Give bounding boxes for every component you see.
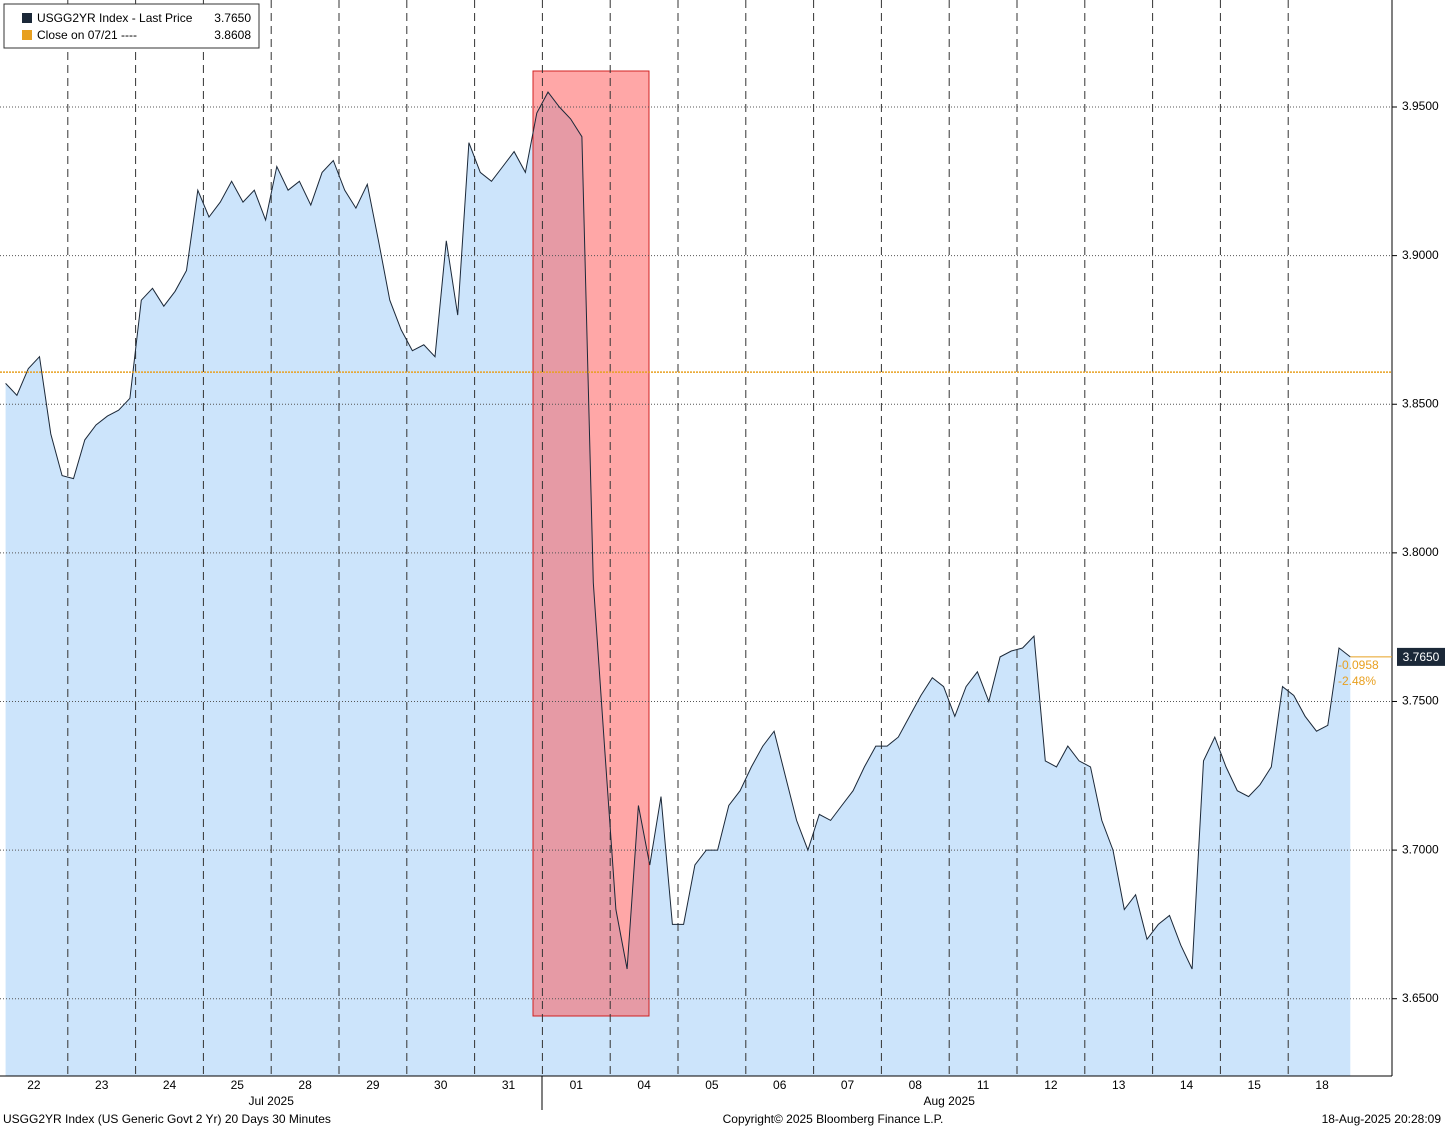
y-tick-label: 3.9500	[1402, 99, 1439, 113]
change-label: -0.0958	[1338, 658, 1379, 672]
x-tick-label: 25	[231, 1078, 245, 1092]
legend: USGG2YR Index - Last Price 3.7650 Close …	[3, 3, 260, 49]
legend-label: Close on 07/21 ----	[37, 28, 137, 42]
y-tick-label: 3.8000	[1402, 545, 1439, 559]
y-tick-label: 3.9000	[1402, 248, 1439, 262]
line	[5, 91, 1351, 970]
month-label: Aug 2025	[924, 1094, 976, 1108]
legend-swatch	[22, 13, 32, 23]
x-tick-label: 29	[366, 1078, 380, 1092]
x-tick-label: 23	[95, 1078, 109, 1092]
month-label: Jul 2025	[249, 1094, 295, 1108]
x-tick-label: 18	[1315, 1078, 1329, 1092]
x-tick-label: 06	[773, 1078, 787, 1092]
highlight-box	[532, 70, 650, 1017]
x-tick-label: 14	[1180, 1078, 1194, 1092]
x-tick-label: 13	[1112, 1078, 1126, 1092]
x-tick-label: 12	[1044, 1078, 1058, 1092]
y-tick-label: 3.7500	[1402, 694, 1439, 708]
legend-swatch	[22, 30, 32, 40]
plot-area	[5, 92, 1351, 1077]
y-tick-label: 3.8500	[1402, 396, 1439, 410]
x-tick-label: 11	[977, 1078, 990, 1092]
y-tick-label: 3.6500	[1402, 991, 1439, 1005]
last-price-tag	[1397, 647, 1445, 666]
x-tick-label: 30	[434, 1078, 448, 1092]
x-tick-label: 01	[570, 1078, 584, 1092]
change-pct-label: -2.48%	[1338, 674, 1376, 688]
x-tick-label: 15	[1248, 1078, 1262, 1092]
last-price-label: 3.7650	[1403, 650, 1440, 664]
footer-center: Copyright© 2025 Bloomberg Finance L.P.	[723, 1112, 944, 1126]
legend-label: USGG2YR Index - Last Price	[37, 11, 193, 25]
area	[5, 92, 1351, 1077]
footer-left: USGG2YR Index (US Generic Govt 2 Yr) 20 …	[3, 1112, 331, 1126]
legend-box	[3, 3, 260, 49]
x-tick-label: 31	[502, 1078, 516, 1092]
x-tick-label: 24	[163, 1078, 177, 1092]
legend-value: 3.7650	[214, 11, 251, 25]
x-tick-label: 05	[705, 1078, 719, 1092]
x-tick-label: 22	[27, 1078, 41, 1092]
legend-value: 3.8608	[214, 28, 251, 42]
x-tick-label: 08	[909, 1078, 923, 1092]
x-tick-label: 28	[298, 1078, 312, 1092]
x-tick-label: 07	[841, 1078, 855, 1092]
y-tick-label: 3.7000	[1402, 842, 1439, 856]
x-tick-label: 04	[637, 1078, 651, 1092]
footer-right: 18-Aug-2025 20:28:09	[1322, 1112, 1442, 1126]
overlay	[0, 0, 1392, 1076]
